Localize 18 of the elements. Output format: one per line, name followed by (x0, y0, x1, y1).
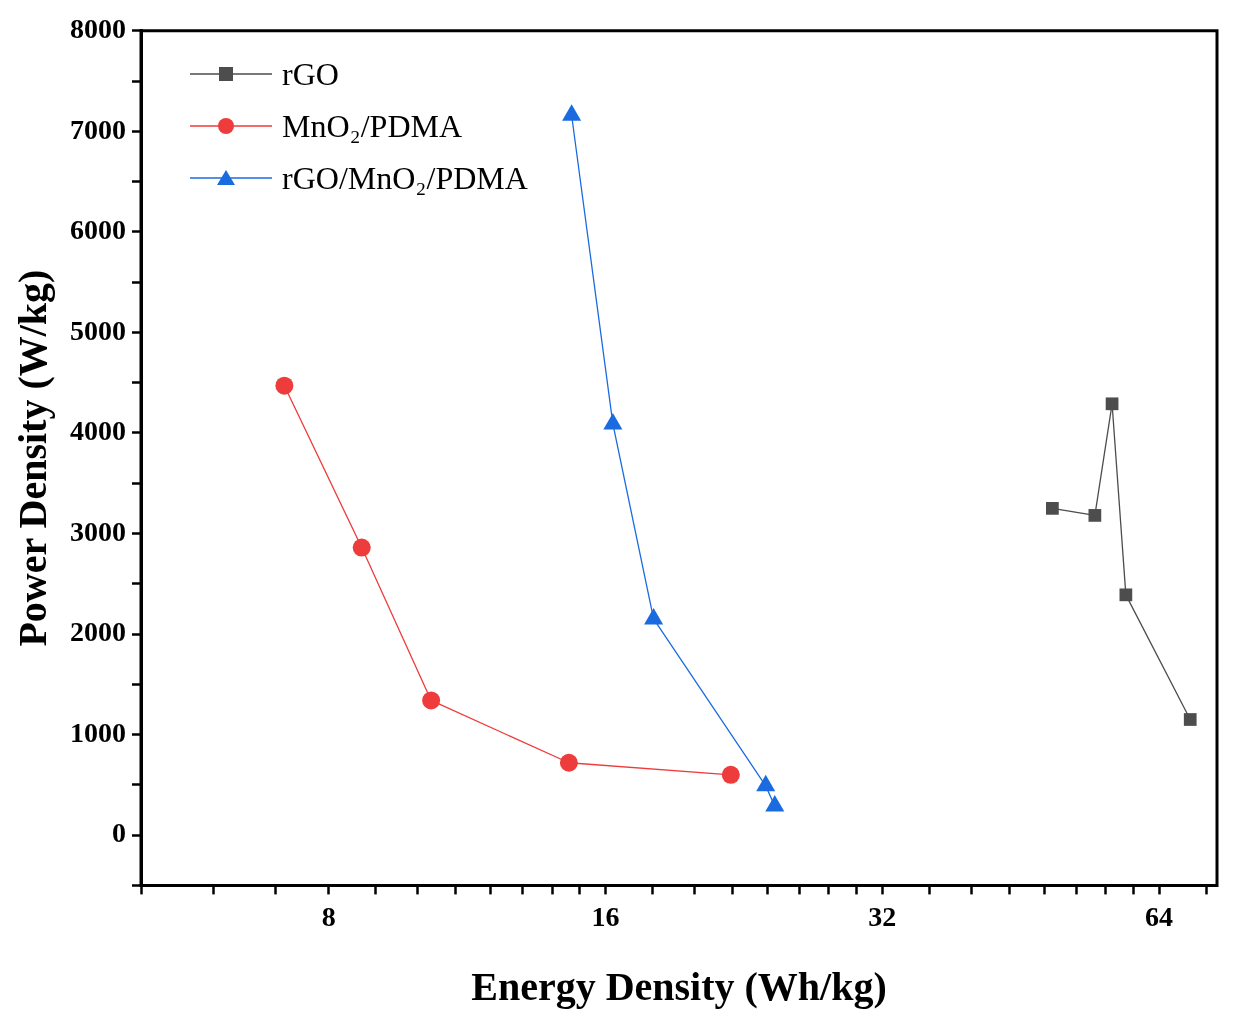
y-tick-label: 4000 (70, 415, 126, 447)
x-tick-label: 16 (591, 901, 620, 933)
x-tick-label: 8 (321, 901, 336, 933)
y-tick-label: 2000 (70, 616, 126, 648)
legend-label: MnO₂/PDMA (282, 107, 463, 145)
y-tick-label: 1000 (70, 716, 126, 748)
legend-label: rGO (282, 55, 339, 93)
y-axis-title: Power Density (W/kg) (10, 269, 56, 647)
y-tick-label: 0 (112, 817, 126, 849)
x-tick-label: 32 (868, 901, 897, 933)
y-tick-label: 7000 (70, 113, 126, 145)
legend-label: rGO/MnO₂/PDMA (282, 159, 528, 197)
y-tick-label: 3000 (70, 515, 126, 547)
y-tick-label: 8000 (70, 13, 126, 45)
y-tick-label: 6000 (70, 214, 126, 246)
x-tick-label: 64 (1145, 901, 1174, 933)
x-axis-title: Energy Density (Wh/kg) (471, 964, 887, 1010)
y-tick-label: 5000 (70, 314, 126, 346)
